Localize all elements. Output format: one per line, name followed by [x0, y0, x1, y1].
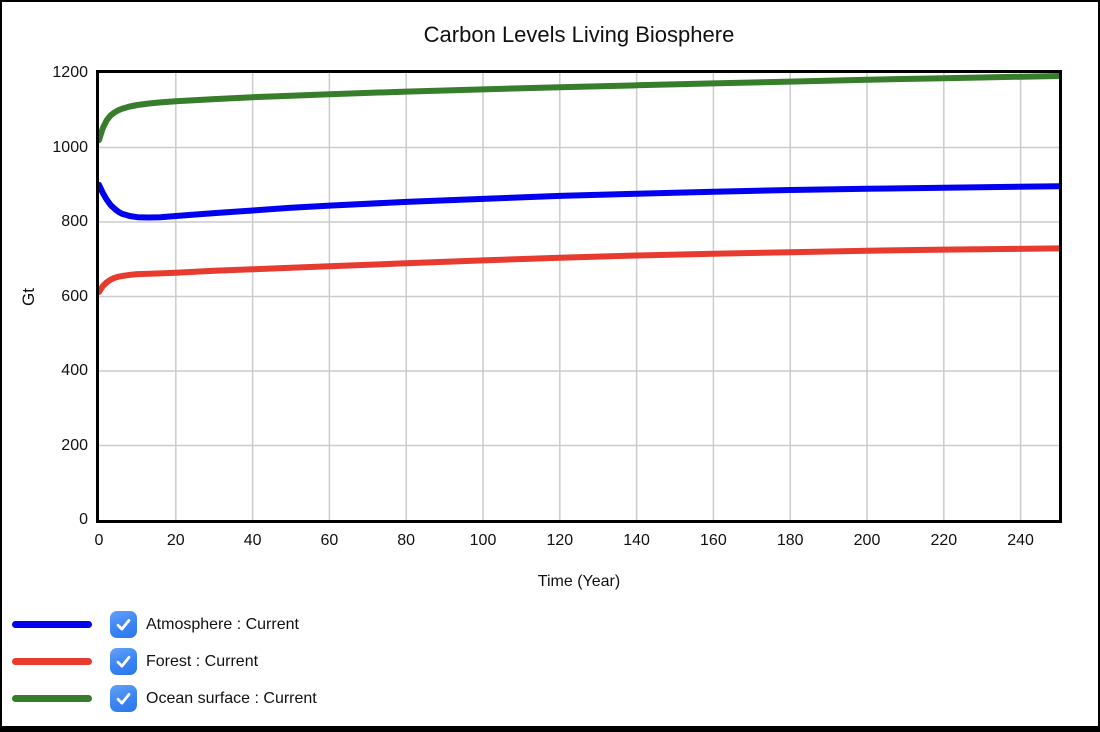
- x-tick-label: 80: [397, 532, 416, 549]
- ocean-surface-line-swatch: [12, 695, 92, 702]
- y-axis-label: Gt: [19, 288, 38, 306]
- plot-svg: [99, 73, 1059, 520]
- x-tick-label: 200: [853, 532, 881, 549]
- legend-item-forest: Forest : Current: [12, 647, 317, 676]
- legend: Atmosphere : Current Forest : Current Oc…: [12, 610, 317, 721]
- x-tick-label: 220: [930, 532, 958, 549]
- legend-label: Forest : Current: [146, 652, 259, 670]
- series-line: [99, 73, 1059, 144]
- x-tick-label: 160: [700, 532, 727, 549]
- series-line: [99, 245, 1059, 295]
- x-tick-label: 140: [623, 532, 650, 549]
- x-tick-label: 0: [94, 532, 104, 549]
- x-tick-label: 20: [166, 532, 185, 549]
- y-tick-label: 1000: [52, 138, 88, 156]
- legend-item-atmosphere: Atmosphere : Current: [12, 610, 317, 639]
- y-tick-label: 0: [79, 511, 88, 528]
- checkbox-checked-icon[interactable]: [110, 611, 137, 638]
- x-tick-label: 100: [469, 532, 497, 549]
- chart-title: Carbon Levels Living Biosphere: [423, 22, 735, 47]
- legend-label: Ocean surface : Current: [146, 689, 317, 707]
- y-tick-label: 1200: [52, 64, 88, 81]
- x-tick-label: 120: [546, 532, 574, 549]
- y-tick-label: 200: [61, 436, 88, 454]
- y-tick-label: 800: [61, 213, 88, 230]
- legend-item-ocean-surface: Ocean surface : Current: [12, 684, 317, 713]
- legend-label: Atmosphere : Current: [146, 615, 299, 633]
- x-tick-label: 60: [320, 532, 339, 549]
- x-tick-label: 40: [243, 532, 262, 549]
- series-line: [99, 181, 1059, 221]
- x-tick-label: 240: [1007, 532, 1034, 549]
- x-tick-label: 180: [776, 532, 804, 549]
- x-axis-label: Time (Year): [537, 573, 621, 590]
- y-tick-label: 600: [61, 287, 88, 305]
- checkbox-checked-icon[interactable]: [110, 648, 137, 675]
- plot-area: [96, 70, 1062, 523]
- y-tick-label: 400: [61, 362, 88, 379]
- atmosphere-line-swatch: [12, 621, 92, 628]
- checkbox-checked-icon[interactable]: [110, 685, 137, 712]
- forest-line-swatch: [12, 658, 92, 665]
